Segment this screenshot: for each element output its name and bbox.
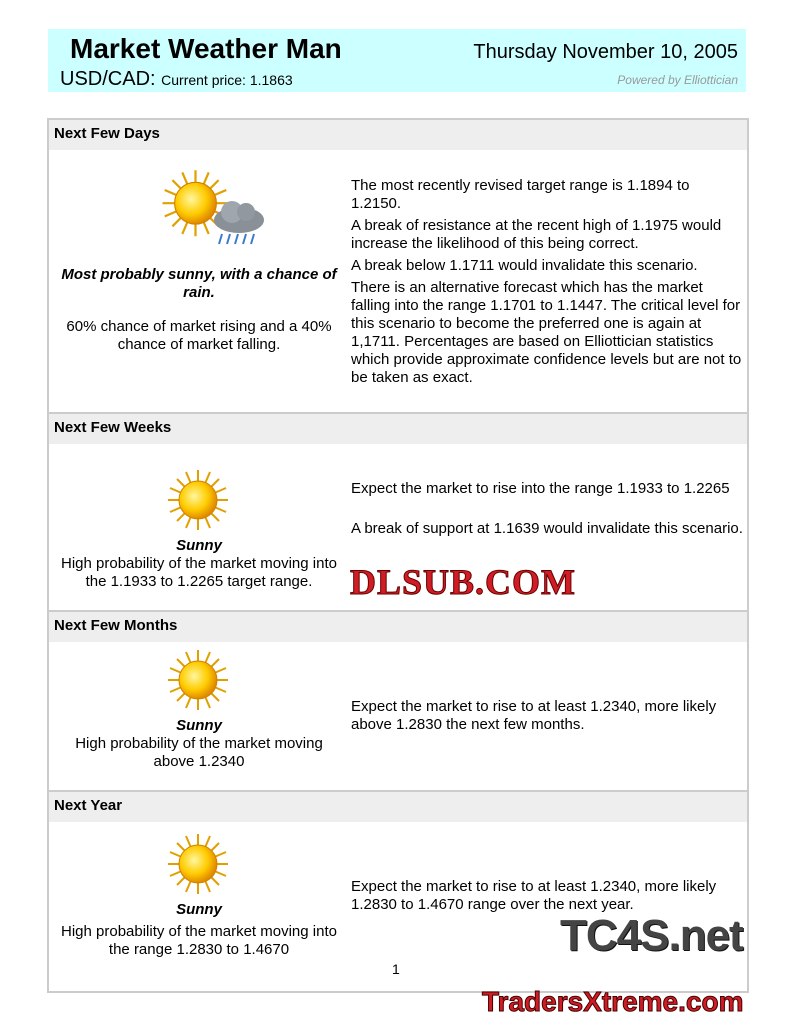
forecast-summary: Sunny High probability of the market mov… bbox=[49, 649, 349, 771]
forecast-probability: High probability of the market moving ab… bbox=[75, 735, 323, 770]
forecast-headline: Most probably sunny, with a chance of ra… bbox=[61, 266, 337, 301]
detail-paragraph: Expect the market to rise to at least 1.… bbox=[351, 878, 717, 913]
page-number: 1 bbox=[392, 961, 400, 977]
section-heading: Next Year bbox=[49, 792, 747, 822]
forecast-details: The most recently revised target range i… bbox=[351, 177, 743, 391]
forecast-details: Expect the market to rise to at least 1.… bbox=[351, 878, 743, 918]
report-date: Thursday November 10, 2005 bbox=[473, 41, 738, 63]
detail-paragraph: A break of support at 1.1639 would inval… bbox=[351, 520, 743, 537]
page-header: Market Weather Man Thursday November 10,… bbox=[48, 29, 746, 92]
detail-paragraph: There is an alternative forecast which h… bbox=[351, 279, 742, 386]
section-heading: Next Few Days bbox=[49, 120, 747, 150]
forecast-probability: High probability of the market moving in… bbox=[61, 555, 337, 590]
sun-icon bbox=[167, 469, 229, 531]
forecast-headline: Sunny bbox=[176, 537, 222, 554]
forecast-headline: Sunny bbox=[176, 901, 222, 918]
detail-paragraph: The most recently revised target range i… bbox=[351, 177, 690, 212]
forecast-container: Next Few Days Most probably sunny, with … bbox=[47, 118, 749, 993]
forecast-headline: Sunny bbox=[176, 717, 222, 734]
section-next-few-days: Next Few Days Most probably sunny, with … bbox=[49, 120, 747, 414]
sun-icon bbox=[167, 649, 229, 711]
section-heading: Next Few Weeks bbox=[49, 414, 747, 444]
current-price: Current price: 1.1863 bbox=[161, 72, 293, 88]
section-next-year: Next Year Sunny High probability of the … bbox=[49, 792, 747, 989]
detail-paragraph: A break of resistance at the recent high… bbox=[351, 217, 722, 252]
currency-pair: USD/CAD: Current price: 1.1863 bbox=[60, 68, 293, 91]
page-title: Market Weather Man bbox=[70, 33, 342, 64]
tc4s-watermark: TC4S.net bbox=[560, 911, 744, 960]
forecast-details: Expect the market to rise into the range… bbox=[351, 480, 743, 542]
section-next-few-months: Next Few Months Sunny High probability o… bbox=[49, 612, 747, 792]
pair-label: USD/CAD: bbox=[60, 68, 156, 90]
powered-by: Powered by Elliottician bbox=[617, 73, 738, 87]
forecast-summary: Sunny High probability of the market mov… bbox=[49, 469, 349, 591]
sun-icon bbox=[167, 833, 229, 895]
detail-paragraph: Expect the market to rise to at least 1.… bbox=[351, 698, 717, 733]
forecast-details: Expect the market to rise to at least 1.… bbox=[351, 698, 743, 738]
forecast-summary: Most probably sunny, with a chance of ra… bbox=[49, 168, 349, 360]
detail-paragraph: A break below 1.1711 would invalidate th… bbox=[351, 257, 698, 274]
tradersxtreme-watermark: TradersXtreme.com bbox=[481, 986, 744, 1017]
sun-and-rain-cloud-icon bbox=[161, 169, 264, 245]
forecast-probability: High probability of the market moving in… bbox=[61, 923, 337, 958]
dlsub-watermark: DLSUB.COM bbox=[349, 562, 577, 602]
detail-paragraph: Expect the market to rise into the range… bbox=[351, 480, 730, 497]
section-heading: Next Few Months bbox=[49, 612, 747, 642]
forecast-summary: Sunny High probability of the market mov… bbox=[49, 833, 349, 959]
forecast-probability: 60% chance of market rising and a 40% ch… bbox=[66, 318, 332, 353]
section-next-few-weeks: Next Few Weeks Sunny High probability of… bbox=[49, 414, 747, 612]
